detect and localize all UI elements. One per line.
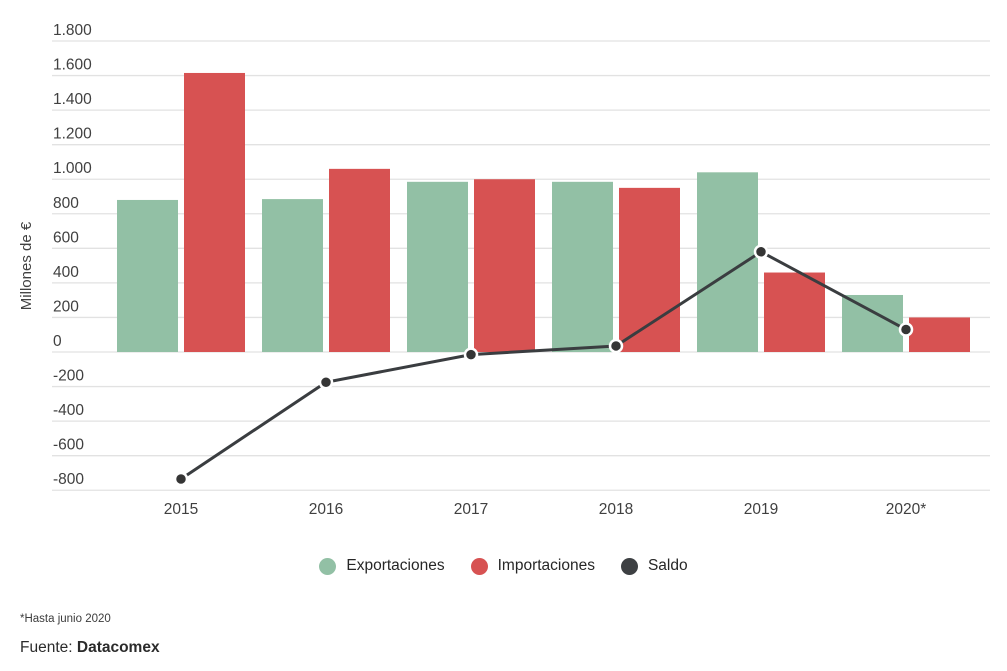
bar-importaciones-2015 (184, 72, 245, 352)
y-tick-label: 1.000 (53, 160, 92, 177)
bar-importaciones-2016 (329, 168, 390, 352)
y-tick-label: -200 (53, 368, 84, 385)
legend: Exportaciones Importaciones Saldo (0, 553, 1007, 579)
bar-exportaciones-2015 (117, 199, 178, 352)
legend-label: Exportaciones (346, 557, 445, 574)
legend-dot-icon (319, 557, 337, 575)
saldo-path (180, 250, 907, 481)
y-tick-label: 1.200 (53, 126, 92, 143)
saldo-point-2017 (463, 347, 479, 362)
x-tick-label: 2017 (454, 501, 488, 518)
y-axis-labels: 1.800 1.600 1.400 1.200 1.000 800 600 400 200 0 -2… (53, 22, 92, 488)
y-tick-label: 1.400 (53, 91, 92, 108)
y-tick-label: 1.600 (53, 57, 92, 74)
saldo-point-2015 (173, 471, 189, 487)
legend-dot-icon (470, 557, 488, 575)
bar-exportaciones-2018 (552, 181, 613, 352)
y-tick-label: 0 (53, 333, 62, 350)
bar-exportaciones-2019 (697, 172, 758, 352)
x-axis-labels: 2015 2016 2017 2018 2019 2020* (164, 501, 927, 518)
y-tick-label: 200 (53, 298, 79, 315)
source-line: Fuente: Datacomex (20, 639, 1007, 657)
saldo-point-2016 (318, 374, 334, 390)
x-tick-label: 2015 (164, 501, 198, 518)
x-tick-label: 2019 (744, 501, 778, 518)
y-tick-label: -400 (53, 402, 84, 419)
y-tick-label: -800 (53, 471, 84, 488)
y-tick-label: 600 (53, 229, 79, 246)
y-tick-label: 1.800 (53, 22, 92, 39)
legend-label: Saldo (647, 557, 688, 574)
source-label: Fuente: (20, 639, 73, 656)
bar-importaciones-2018 (619, 187, 680, 352)
legend-item-exportaciones: Exportaciones (319, 557, 445, 575)
legend-item-importaciones: Importaciones (470, 557, 595, 575)
saldo-line (173, 244, 914, 487)
y-tick-label: 400 (53, 264, 79, 281)
bar-importaciones-2017 (474, 179, 535, 352)
x-tick-label: 2016 (309, 501, 343, 518)
y-tick-label: 800 (53, 195, 79, 212)
footnote: *Hasta junio 2020 (20, 613, 111, 625)
legend-label: Importaciones (497, 557, 595, 574)
bar-importaciones-2019 (764, 272, 825, 352)
bar-series (117, 72, 970, 352)
bar-exportaciones-2016 (262, 199, 323, 352)
x-tick-label: 2020* (886, 501, 927, 518)
y-axis-title: Millones de € (18, 221, 35, 310)
saldo-point-2018 (608, 338, 624, 354)
bar-exportaciones-2017 (407, 181, 468, 352)
x-tick-label: 2018 (599, 501, 633, 518)
saldo-point-2019 (753, 244, 769, 260)
legend-item-saldo: Saldo (620, 557, 688, 575)
legend-dot-icon (620, 557, 638, 575)
source-value: Datacomex (76, 639, 160, 656)
bar-importaciones-2020 (909, 317, 970, 352)
saldo-point-2020 (898, 322, 914, 337)
trade-chart: 1.800 1.600 1.400 1.200 1.000 800 600 400 200 0 -2… (18, 22, 990, 518)
y-tick-label: -600 (53, 437, 84, 454)
